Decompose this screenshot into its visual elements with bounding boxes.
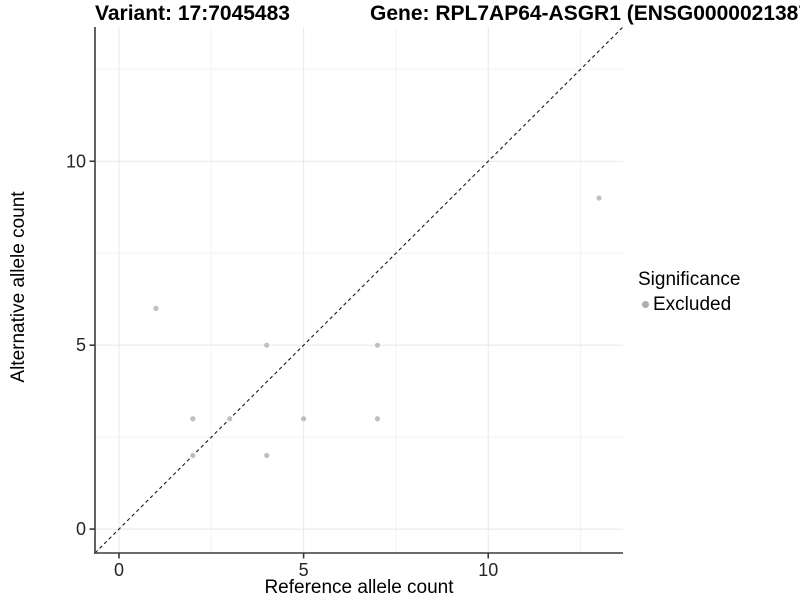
x-axis-title: Reference allele count [264, 577, 454, 598]
x-tick-label: 10 [478, 560, 498, 580]
y-tick-label: 0 [76, 519, 86, 539]
legend: Significance Excluded [638, 269, 740, 315]
data-point [596, 195, 602, 201]
legend-item-excluded: Excluded [638, 294, 740, 315]
data-point [374, 342, 381, 348]
identity-line [94, 26, 624, 554]
data-point [374, 416, 381, 422]
legend-title: Significance [638, 269, 741, 290]
x-tick-label: 0 [114, 560, 124, 580]
legend-item-label: Excluded [653, 294, 732, 315]
data-point [190, 416, 196, 422]
y-axis-title: Alternative allele count [8, 191, 29, 383]
data-point [301, 416, 307, 422]
data-point [190, 452, 196, 459]
data-point [227, 416, 233, 422]
x-tick-label: 5 [299, 560, 309, 580]
gene-title: Gene: RPL7AP64-ASGR1 (ENSG00000213876- [370, 2, 800, 25]
variant-title: Variant: 17:7045483 [95, 2, 290, 25]
data-point [264, 452, 270, 459]
data-point [264, 342, 270, 348]
excluded-point-swatch [642, 301, 649, 308]
y-tick-label: 10 [66, 151, 86, 171]
data-point [153, 305, 159, 311]
y-tick-label: 5 [76, 335, 86, 355]
